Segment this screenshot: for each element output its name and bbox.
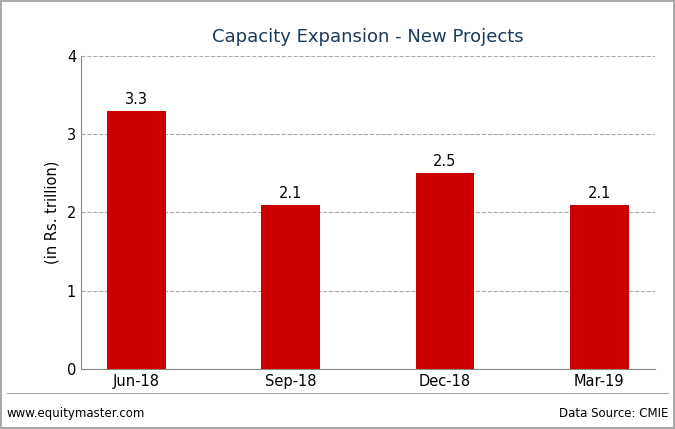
- Bar: [261, 205, 320, 369]
- Bar: [107, 111, 166, 369]
- Text: 2.5: 2.5: [433, 154, 457, 169]
- Title: Capacity Expansion - New Projects: Capacity Expansion - New Projects: [212, 28, 524, 46]
- Bar: [570, 205, 628, 369]
- Text: Data Source: CMIE: Data Source: CMIE: [559, 408, 668, 420]
- Bar: [416, 173, 475, 369]
- Text: 3.3: 3.3: [125, 92, 148, 107]
- Text: www.equitymaster.com: www.equitymaster.com: [7, 408, 145, 420]
- Text: 2.1: 2.1: [279, 186, 302, 201]
- Y-axis label: (in Rs. trillion): (in Rs. trillion): [45, 161, 60, 264]
- Text: 2.1: 2.1: [588, 186, 611, 201]
